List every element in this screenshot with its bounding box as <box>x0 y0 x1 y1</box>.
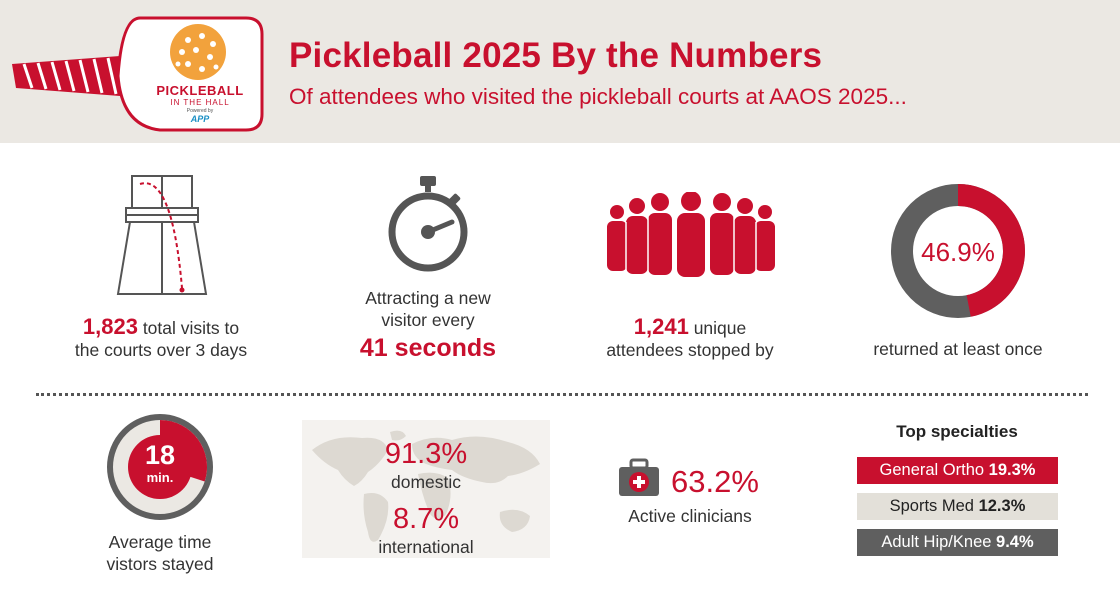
unique-attendees-label: unique <box>693 318 747 338</box>
pickleball-paddle-logo <box>12 16 264 132</box>
international-label: international <box>378 537 474 557</box>
world-map-graphic <box>302 420 550 558</box>
clinicians-percent: 63.2% <box>671 464 759 499</box>
total-visits-sub: the courts over 3 days <box>74 340 248 360</box>
court-icon <box>116 175 208 295</box>
domestic-percent: 91.3% <box>384 438 468 470</box>
specialty-percent: 19.3% <box>988 461 1036 479</box>
logo-tagline: IN THE HALL <box>170 98 230 107</box>
unique-attendees-sub: attendees stopped by <box>606 340 774 360</box>
page-subtitle: Of attendees who visited the pickleball … <box>289 84 907 109</box>
section-divider <box>36 393 1088 396</box>
clinicians-label: Active clinicians <box>628 506 752 526</box>
unique-attendees-number: 1,241 <box>633 314 689 339</box>
total-visits-label: total visits to <box>142 318 240 338</box>
page-title: Pickleball 2025 By the Numbers <box>289 36 823 75</box>
specialty-name: Adult Hip/Knee <box>881 533 992 551</box>
visitor-rate-line1: Attracting a new <box>365 288 491 308</box>
return-rate-label: returned at least once <box>873 339 1043 359</box>
avg-time-minutes: 18 <box>144 440 176 470</box>
specialty-name: General Ortho <box>879 461 985 479</box>
stopwatch-icon <box>388 176 468 272</box>
total-visits-number: 1,823 <box>82 314 138 339</box>
header-banner: PICKLEBALL IN THE HALL Powered by APP Pi… <box>0 0 1120 143</box>
avg-time-line1: Average time <box>108 532 212 552</box>
logo-app-mark: APP <box>190 114 210 124</box>
logo-wordmark: PICKLEBALL <box>156 83 244 98</box>
specialty-name: Sports Med <box>889 497 974 515</box>
avg-time-unit: min. <box>146 470 174 485</box>
specialty-general-ortho: General Ortho 19.3% <box>857 457 1058 484</box>
visitor-rate-value: 41 seconds <box>359 334 497 362</box>
return-rate-donut <box>891 184 1025 318</box>
specialty-sports-med: Sports Med 12.3% <box>857 493 1058 520</box>
domestic-label: domestic <box>390 472 462 492</box>
visitor-rate-line2: visitor every <box>381 310 475 330</box>
specialty-percent: 12.3% <box>978 497 1026 515</box>
international-percent: 8.7% <box>392 503 460 535</box>
avg-time-line2: vistors stayed <box>106 554 214 574</box>
clock-timer-icon <box>107 414 213 520</box>
specialty-adult-hip-knee: Adult Hip/Knee 9.4% <box>857 529 1058 556</box>
return-rate-percent: 46.9% <box>921 237 995 267</box>
logo-powered-by: Powered by <box>186 108 214 114</box>
specialty-percent: 9.4% <box>996 533 1034 551</box>
people-group-icon <box>607 192 775 277</box>
specialties-heading: Top specialties <box>896 422 1018 441</box>
medical-kit-icon <box>619 458 659 496</box>
